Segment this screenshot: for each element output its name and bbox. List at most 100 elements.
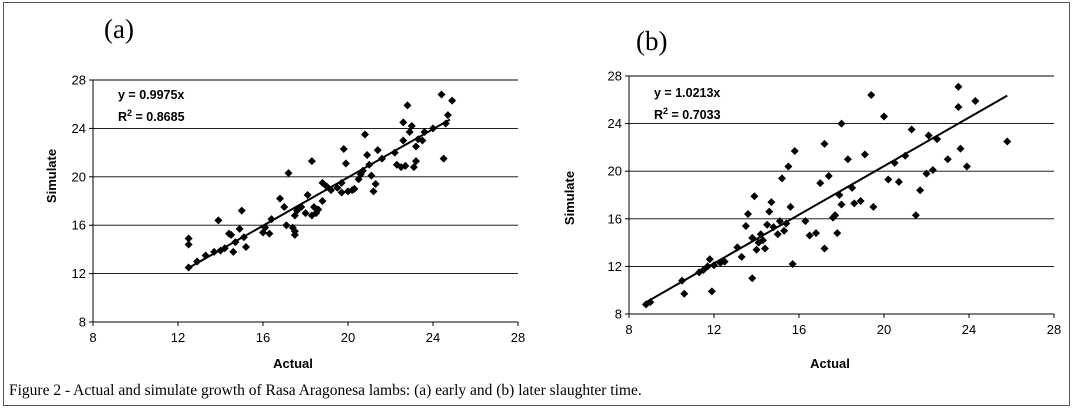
- data-point: [880, 112, 888, 121]
- data-point: [756, 230, 765, 239]
- data-point: [229, 247, 238, 256]
- data-point: [907, 125, 916, 134]
- r2-superscript: 2: [127, 108, 132, 118]
- data-point: [418, 136, 427, 145]
- data-point: [752, 245, 761, 254]
- data-point: [933, 135, 942, 144]
- data-point: [924, 131, 933, 140]
- data-point: [835, 191, 844, 199]
- data-point: [703, 262, 712, 271]
- y-tick-label: 28: [608, 69, 622, 84]
- x-tick-label: 20: [877, 322, 891, 337]
- data-point: [367, 171, 376, 180]
- data-point: [297, 203, 306, 212]
- data-point: [220, 244, 229, 253]
- x-tick-label: 28: [1047, 322, 1061, 337]
- data-point: [184, 234, 193, 243]
- data-point: [860, 150, 869, 159]
- tick-labels: 8 12 16 20 24 28 8 12 16 20 24 28: [72, 73, 526, 346]
- data-point: [928, 166, 937, 175]
- data-point: [409, 163, 418, 172]
- data-point: [707, 287, 716, 296]
- data-point: [412, 142, 420, 151]
- data-point: [437, 90, 446, 99]
- data-point: [901, 151, 910, 160]
- y-tick-label: 28: [72, 73, 86, 88]
- x-tick-label: 12: [171, 330, 185, 345]
- data-point: [788, 260, 797, 269]
- trend-equation: y = 0.9975x: [118, 88, 184, 102]
- x-axis-title: Actual: [273, 356, 313, 371]
- grid-lines: [93, 79, 518, 275]
- x-tick-label: 20: [341, 330, 355, 345]
- y-axis-title: Simulate: [44, 149, 59, 203]
- data-point: [399, 118, 408, 127]
- r2-value: = 0.8685: [132, 110, 185, 124]
- data-point: [214, 216, 223, 225]
- panel-label: (a): [104, 14, 134, 44]
- data-point: [1003, 137, 1012, 146]
- data-point: [261, 223, 270, 232]
- data-point: [399, 136, 408, 145]
- data-point: [720, 257, 729, 266]
- data-point: [401, 161, 410, 170]
- data-point: [193, 257, 202, 266]
- data-point: [429, 124, 437, 133]
- data-point: [833, 229, 842, 238]
- data-point: [373, 146, 382, 155]
- data-point: [290, 230, 299, 239]
- trendline-segment: [188, 118, 451, 269]
- x-tick-label: 16: [256, 330, 270, 345]
- y-tick-label: 20: [608, 164, 622, 179]
- data-point: [680, 289, 689, 298]
- data-point: [265, 229, 274, 238]
- data-point: [884, 175, 893, 184]
- data-points: [184, 90, 457, 272]
- data-point: [837, 119, 846, 128]
- data-point: [744, 210, 752, 219]
- r-squared-label: R2 = 0.8685: [118, 108, 185, 124]
- data-point: [820, 244, 829, 253]
- data-point: [956, 144, 965, 153]
- data-point: [820, 139, 829, 148]
- data-point: [210, 247, 219, 256]
- y-tick-label: 24: [608, 116, 622, 131]
- data-point: [201, 251, 210, 260]
- y-tick-label: 12: [72, 266, 86, 281]
- data-point: [971, 96, 980, 105]
- data-point: [954, 102, 963, 111]
- y-tick-label: 20: [72, 169, 86, 184]
- data-point: [801, 217, 810, 226]
- data-point: [280, 203, 289, 212]
- data-point: [420, 128, 429, 137]
- data-point: [678, 276, 687, 285]
- data-point: [407, 121, 416, 130]
- data-point: [284, 169, 293, 178]
- trend-equation: y = 1.0213x: [654, 86, 720, 100]
- data-point: [339, 144, 348, 153]
- data-point: [737, 252, 746, 261]
- data-point: [837, 200, 846, 209]
- data-points: [642, 82, 1012, 309]
- data-point: [341, 159, 350, 168]
- data-point: [782, 219, 791, 228]
- data-point: [748, 233, 757, 242]
- data-point: [767, 198, 776, 207]
- data-point: [763, 220, 772, 229]
- data-point: [790, 146, 799, 155]
- panel-label: (b): [636, 26, 667, 56]
- data-point: [371, 180, 380, 189]
- data-point: [184, 240, 193, 249]
- data-point: [778, 174, 786, 183]
- y-tick-label: 12: [608, 259, 622, 274]
- y-tick-label: 8: [79, 315, 86, 330]
- data-point: [916, 186, 925, 195]
- data-point: [184, 263, 193, 272]
- data-point: [856, 196, 865, 205]
- data-point: [773, 230, 782, 239]
- data-point: [231, 238, 240, 247]
- x-tick-label: 8: [89, 330, 96, 345]
- data-point: [390, 148, 399, 157]
- tick-labels: 8 12 16 20 24 28 8 12 16 20 24 28: [608, 69, 1062, 338]
- data-point: [318, 197, 327, 205]
